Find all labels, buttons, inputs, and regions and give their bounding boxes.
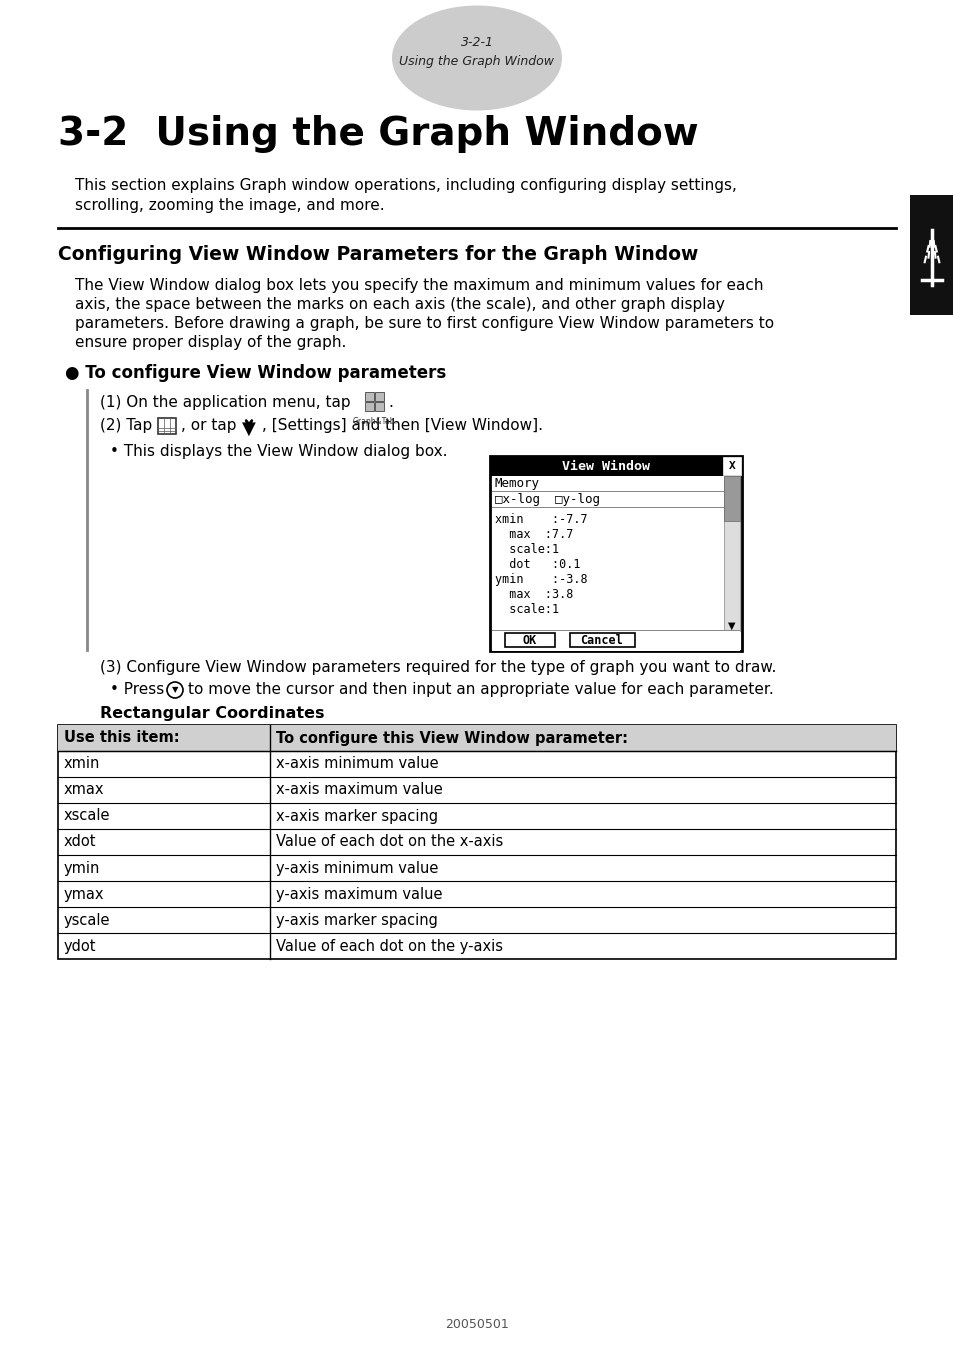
Text: to move the cursor and then input an appropriate value for each parameter.: to move the cursor and then input an app…: [188, 681, 773, 698]
Text: Value of each dot on the y-axis: Value of each dot on the y-axis: [275, 938, 502, 953]
Text: ▼: ▼: [727, 621, 735, 631]
Bar: [723, 476, 740, 631]
Text: ymin: ymin: [64, 860, 100, 876]
Text: (2) Tap: (2) Tap: [100, 418, 157, 433]
Text: Using the Graph Window: Using the Graph Window: [399, 55, 554, 69]
Text: scale:1: scale:1: [495, 603, 558, 617]
Text: parameters. Before drawing a graph, be sure to first configure View Window param: parameters. Before drawing a graph, be s…: [75, 316, 773, 331]
Text: The View Window dialog box lets you specify the maximum and minimum values for e: The View Window dialog box lets you spec…: [75, 279, 762, 293]
Text: , [Settings] and then [View Window].: , [Settings] and then [View Window].: [262, 418, 542, 433]
Bar: [723, 476, 740, 521]
Text: axis, the space between the marks on each axis (the scale), and other graph disp: axis, the space between the marks on eac…: [75, 297, 724, 312]
Text: ensure proper display of the graph.: ensure proper display of the graph.: [75, 335, 346, 350]
Text: • This displays the View Window dialog box.: • This displays the View Window dialog b…: [110, 443, 447, 458]
Text: Configuring View Window Parameters for the Graph Window: Configuring View Window Parameters for t…: [58, 245, 698, 264]
Text: xmin    :-7.7: xmin :-7.7: [495, 512, 587, 526]
Text: OK: OK: [522, 634, 537, 646]
Ellipse shape: [392, 5, 561, 111]
Bar: [490, 456, 741, 476]
Text: , or tap: , or tap: [181, 418, 241, 433]
Text: View Window: View Window: [561, 460, 649, 472]
Text: .: .: [388, 395, 393, 410]
Text: Cancel: Cancel: [580, 634, 622, 646]
Bar: [722, 457, 740, 475]
Text: ydot: ydot: [64, 938, 96, 953]
Text: y-axis maximum value: y-axis maximum value: [275, 887, 442, 902]
Text: 20050501: 20050501: [445, 1318, 508, 1332]
Text: Rectangular Coordinates: Rectangular Coordinates: [100, 706, 324, 721]
Text: • Press: • Press: [110, 681, 164, 698]
Text: ymin    :-3.8: ymin :-3.8: [495, 573, 587, 585]
Text: xmin: xmin: [64, 757, 100, 772]
Text: ▲: ▲: [727, 479, 735, 489]
Bar: [490, 456, 741, 652]
Bar: [492, 476, 723, 492]
Bar: [375, 392, 384, 402]
Bar: [569, 633, 635, 648]
Bar: [365, 392, 374, 402]
Text: Value of each dot on the x-axis: Value of each dot on the x-axis: [275, 834, 503, 849]
Bar: [492, 492, 723, 508]
Text: ▼: ▼: [242, 420, 255, 438]
Text: Graph&Tab.: Graph&Tab.: [352, 416, 397, 426]
Text: max  :3.8: max :3.8: [495, 588, 573, 602]
Text: max  :7.7: max :7.7: [495, 529, 573, 541]
Bar: [365, 402, 374, 411]
Text: ● To configure View Window parameters: ● To configure View Window parameters: [65, 364, 446, 383]
Bar: [504, 633, 555, 648]
Text: (3) Configure View Window parameters required for the type of graph you want to : (3) Configure View Window parameters req…: [100, 660, 776, 675]
Text: scale:1: scale:1: [495, 544, 558, 556]
Text: X: X: [728, 461, 735, 470]
Text: 3-2-1: 3-2-1: [460, 35, 493, 49]
Text: □x-log  □y-log: □x-log □y-log: [495, 493, 599, 507]
Text: ymax: ymax: [64, 887, 105, 902]
Text: x-axis marker spacing: x-axis marker spacing: [275, 808, 437, 823]
Text: y-axis marker spacing: y-axis marker spacing: [275, 913, 437, 927]
Text: 3-2  Using the Graph Window: 3-2 Using the Graph Window: [58, 115, 698, 153]
Text: dot   :0.1: dot :0.1: [495, 558, 579, 571]
Bar: [909, 195, 953, 315]
Text: Memory: Memory: [495, 477, 539, 491]
Text: ▼: ▼: [172, 685, 178, 695]
Bar: [492, 631, 740, 652]
Bar: [58, 725, 895, 750]
Text: This section explains Graph window operations, including configuring display set: This section explains Graph window opera…: [75, 178, 736, 193]
Bar: [58, 725, 895, 959]
Circle shape: [167, 681, 183, 698]
Text: (1) On the application menu, tap: (1) On the application menu, tap: [100, 395, 351, 410]
Bar: [158, 418, 175, 434]
Text: xmax: xmax: [64, 783, 105, 798]
Text: To configure this View Window parameter:: To configure this View Window parameter:: [275, 730, 627, 745]
Text: x-axis maximum value: x-axis maximum value: [275, 783, 442, 798]
Text: Use this item:: Use this item:: [64, 730, 179, 745]
Text: xdot: xdot: [64, 834, 96, 849]
Bar: [375, 402, 384, 411]
Text: yscale: yscale: [64, 913, 111, 927]
Text: xscale: xscale: [64, 808, 111, 823]
Text: x-axis minimum value: x-axis minimum value: [275, 757, 438, 772]
Text: y-axis minimum value: y-axis minimum value: [275, 860, 438, 876]
Text: scrolling, zooming the image, and more.: scrolling, zooming the image, and more.: [75, 197, 384, 214]
